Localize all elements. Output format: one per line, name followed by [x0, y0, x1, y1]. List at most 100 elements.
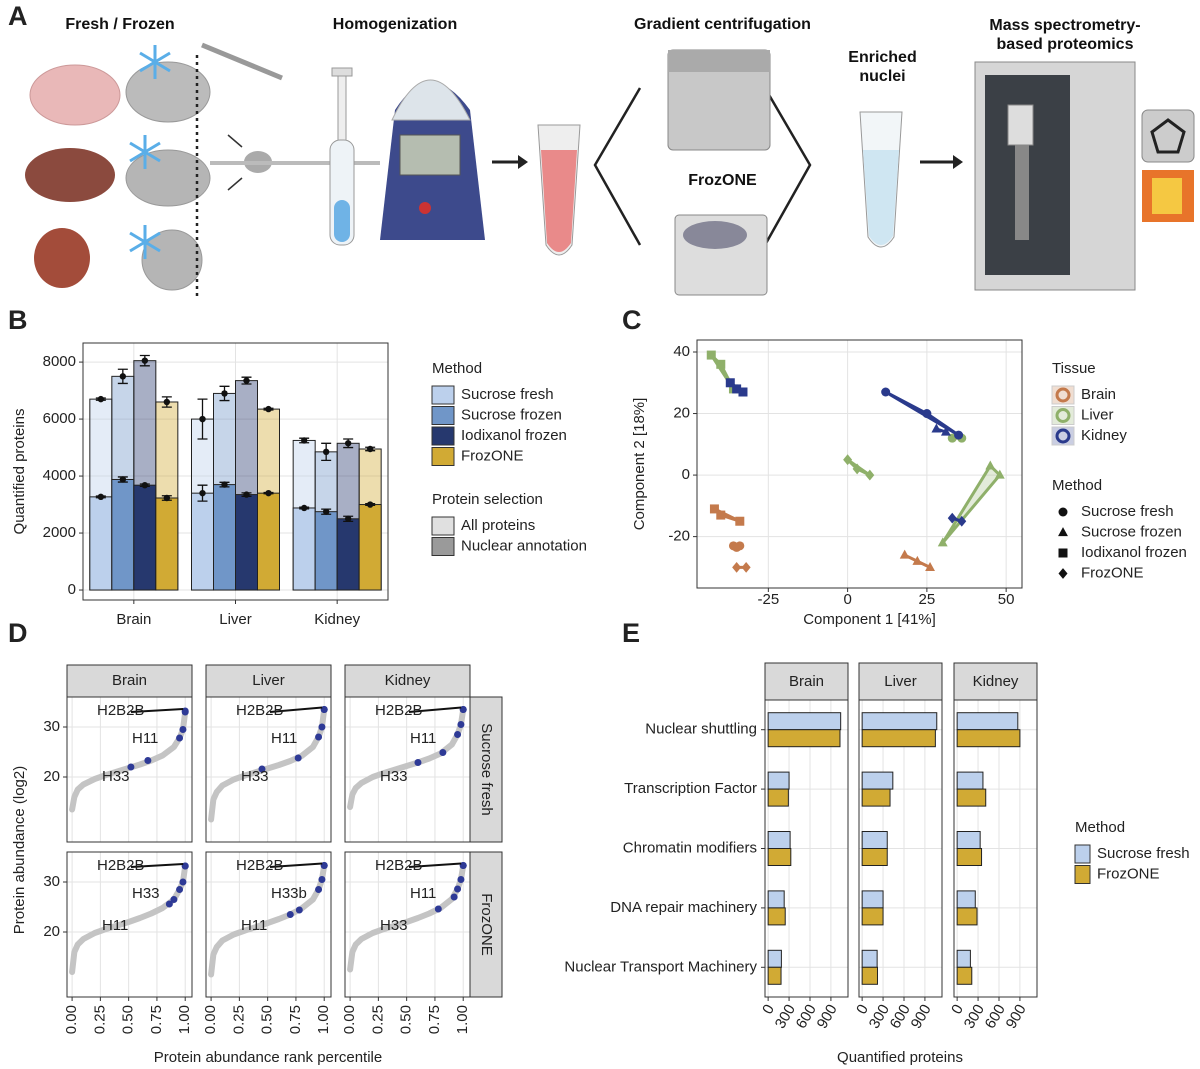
plunger-shaft	[337, 75, 347, 147]
legend-label: Sucrose fresh	[1081, 503, 1174, 520]
legend-key	[1058, 527, 1068, 537]
mean-point	[366, 445, 374, 453]
legend-title: Method	[1075, 819, 1125, 836]
tube-nuclei	[863, 150, 899, 245]
x-tick-label: Liver	[219, 611, 252, 628]
bar	[861, 907, 884, 926]
highlight-point	[295, 906, 303, 914]
mean-point	[221, 390, 228, 397]
bar-nuclear	[133, 484, 157, 591]
facet-strip	[344, 664, 471, 698]
bar	[767, 712, 842, 731]
highlight-point	[454, 731, 462, 738]
highlight-point	[459, 862, 467, 869]
category-label: Nuclear Transport Machinery	[564, 958, 757, 975]
highlight-point	[414, 759, 422, 766]
point	[732, 384, 742, 394]
mean-point	[243, 377, 250, 384]
small-arrows	[227, 134, 243, 191]
legend-label: Iodixanol frozen	[1081, 544, 1187, 561]
bar	[767, 729, 841, 748]
arrow-head	[518, 155, 528, 169]
step-label: Enriched nuclei	[848, 49, 917, 85]
point	[940, 426, 951, 436]
highlight-point	[454, 885, 462, 893]
leader-line	[408, 862, 462, 868]
facet-label: Sucrose fresh	[478, 723, 495, 816]
y-tick-label: 30	[43, 873, 60, 890]
x-tick-label: 0.25	[369, 1005, 386, 1034]
x-tick-label: 300	[772, 1001, 799, 1031]
annotation-label: H11	[271, 730, 297, 747]
legend-key	[1058, 548, 1068, 558]
bar-nuclear	[191, 492, 214, 591]
bar	[956, 848, 983, 866]
y-tick-label: 20	[43, 923, 60, 940]
legend-title: Protein selection	[432, 491, 543, 508]
point	[843, 454, 853, 466]
mean-point	[300, 504, 308, 512]
x-tick-label: 600	[982, 1001, 1009, 1031]
facet-label: Liver	[884, 673, 917, 690]
mean-point	[322, 448, 330, 456]
legend-label: Sucrose fresh	[1097, 845, 1190, 862]
panel-letter: C	[622, 305, 642, 335]
leader-line	[130, 863, 184, 868]
legend-key	[1074, 844, 1091, 864]
leader-line	[269, 862, 323, 868]
highlight-point	[457, 721, 465, 728]
legend-title: Method	[432, 360, 482, 377]
x-tick-label: 0.75	[426, 1005, 443, 1034]
x-tick-label: Kidney	[314, 611, 360, 628]
leader-line	[408, 706, 462, 713]
panel-letter: A	[8, 1, 28, 31]
annotation-label: H33b	[271, 885, 307, 902]
x-tick-label: 900	[1003, 1001, 1030, 1031]
highlight-point	[320, 862, 328, 869]
bar	[767, 831, 791, 849]
panel-letter: E	[622, 618, 640, 648]
annotation-label: H2B2B	[375, 702, 423, 719]
highlight-point	[181, 707, 189, 715]
leader-line	[130, 708, 184, 713]
highlight-point	[459, 706, 467, 713]
leader-line	[269, 706, 323, 713]
plot-frame	[66, 851, 193, 998]
x-tick-label: 600	[887, 1001, 914, 1031]
facet-strip	[858, 662, 943, 701]
bar	[861, 712, 938, 731]
mean-point	[119, 373, 127, 380]
facet-strip	[953, 662, 1038, 701]
x-tick-label: 0	[843, 591, 851, 608]
mean-point	[221, 481, 228, 488]
x-tick-label: 600	[793, 1001, 820, 1031]
bar-nuclear	[257, 492, 280, 591]
plot-frame	[66, 696, 193, 843]
step-label: Fresh / Frozen	[65, 16, 175, 33]
x-tick-label: 50	[998, 591, 1015, 608]
plot-frame	[82, 342, 389, 601]
brain-fresh	[29, 64, 121, 126]
bar	[767, 848, 792, 866]
highlight-point	[318, 723, 326, 731]
highlight-point	[127, 763, 135, 771]
facet-label: Kidney	[973, 673, 1019, 690]
software-icon	[1141, 109, 1195, 163]
workflow-graphics	[25, 42, 1195, 300]
bar	[956, 831, 981, 849]
plot-frame	[205, 851, 332, 998]
highlight-point	[315, 733, 323, 741]
legend-label: Sucrose frozen	[1081, 523, 1182, 540]
annotation-label: H11	[241, 917, 267, 934]
bar	[767, 949, 782, 968]
legend-label: Brain	[1081, 386, 1116, 403]
highlight-point	[165, 900, 173, 908]
kidney-frozen	[141, 229, 203, 291]
highlight-point	[144, 757, 152, 764]
group-hull	[884, 390, 961, 437]
point	[716, 359, 726, 369]
plot-frame	[344, 696, 471, 843]
y-tick-label: 0	[68, 581, 76, 598]
bar-nuclear	[111, 478, 135, 591]
